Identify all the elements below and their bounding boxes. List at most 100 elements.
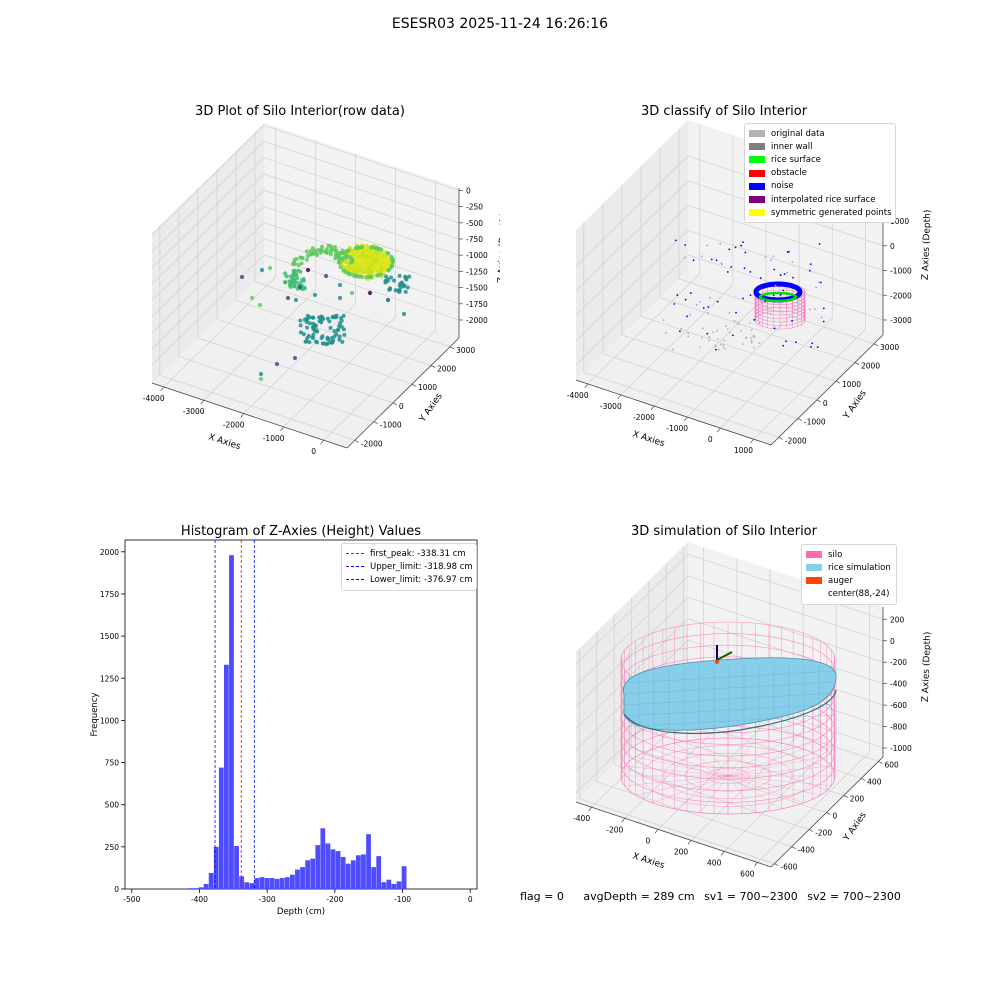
sim-y-tick bbox=[826, 812, 831, 815]
raw-point-wall bbox=[337, 256, 342, 261]
raw-point-deep bbox=[398, 285, 403, 290]
cls-noise-point bbox=[818, 281, 820, 284]
raw-point-surface bbox=[349, 264, 354, 269]
legend-swatch bbox=[749, 169, 765, 177]
histogram-bar bbox=[361, 854, 366, 889]
legend-label: Lower_limit: -376.97 cm bbox=[370, 574, 473, 585]
cls-noise-point bbox=[795, 341, 797, 344]
sim-x-axis-line bbox=[575, 801, 772, 868]
histogram-y-tick-label: 1500 bbox=[100, 632, 119, 641]
raw-point-deep bbox=[311, 326, 316, 331]
histogram-bar bbox=[198, 887, 204, 889]
histogram-bar bbox=[284, 877, 290, 889]
raw-y-tick-label: 2000 bbox=[437, 365, 456, 374]
cls-x-axis-line bbox=[575, 379, 772, 446]
raw-point-scatter bbox=[297, 284, 303, 290]
cls-y-tick-label: 3000 bbox=[880, 343, 899, 352]
cls-noise-point bbox=[773, 327, 776, 330]
raw-point-deep bbox=[403, 289, 408, 294]
cls-noise-point bbox=[683, 256, 686, 259]
sim-silo-floor-spoke bbox=[624, 765, 729, 777]
cls-y-axis-label: Y Axies bbox=[841, 388, 869, 421]
cls-noise-point bbox=[680, 327, 683, 330]
legend-line-swatch bbox=[346, 566, 364, 568]
cls-original-point bbox=[749, 321, 752, 324]
sim-grid-x bbox=[723, 591, 837, 852]
cls-z-tick-label: -1000 bbox=[890, 267, 912, 276]
raw-point-wall bbox=[291, 262, 296, 267]
raw-point-deep bbox=[405, 285, 410, 290]
cls-z-tick-label: -2000 bbox=[890, 291, 912, 300]
cls-original-point bbox=[750, 341, 753, 344]
raw-point-deep bbox=[397, 273, 402, 278]
sim-silo-floor-spoke bbox=[635, 775, 729, 796]
histogram-bar bbox=[386, 879, 392, 889]
raw-point-surface bbox=[343, 270, 348, 275]
histogram-x-tick-label: 0 bbox=[468, 895, 473, 904]
legend-item: rice simulation bbox=[806, 561, 892, 574]
raw-point-surface bbox=[366, 255, 371, 260]
cls-noise-point bbox=[783, 273, 786, 275]
cls-noise-point bbox=[773, 268, 776, 271]
raw-point-surface bbox=[354, 245, 359, 250]
sim-y-tick bbox=[774, 863, 779, 867]
raw-point-surface bbox=[347, 272, 352, 277]
raw-point-surface bbox=[357, 274, 362, 279]
histogram-bar bbox=[203, 883, 209, 889]
cls-grid-x bbox=[620, 134, 734, 396]
histogram-y-tick-label: 1000 bbox=[100, 716, 119, 725]
legend-label: first_peak: -338.31 cm bbox=[370, 548, 466, 559]
raw-point-scatter bbox=[258, 371, 264, 377]
histogram-x-tick-label: -200 bbox=[326, 895, 343, 904]
cls-original-point bbox=[738, 323, 740, 326]
cls-y-tick bbox=[778, 436, 783, 440]
raw-point-wall bbox=[337, 251, 342, 256]
raw-point-scatter bbox=[367, 290, 373, 296]
raw-point-wall bbox=[302, 286, 307, 291]
cls-grid-z bbox=[575, 205, 884, 316]
sim-x-tick-label: -400 bbox=[573, 814, 590, 823]
legend-swatch bbox=[749, 130, 765, 138]
sim-silo-floor-spoke bbox=[727, 765, 832, 777]
sim-y-tick-label: 0 bbox=[832, 812, 837, 821]
histogram-y-tick-label: 2000 bbox=[100, 548, 119, 557]
cls-noise-point bbox=[743, 267, 746, 270]
cls-noise-point bbox=[772, 294, 775, 297]
raw-point-deep bbox=[305, 325, 310, 330]
cls-noise-point bbox=[822, 307, 825, 310]
raw-point-wall bbox=[313, 248, 318, 253]
avg-depth-value: avgDepth = 289 cm bbox=[583, 890, 695, 903]
sim-rice-mesh bbox=[623, 703, 837, 717]
cls-noise-point bbox=[689, 313, 691, 316]
classify-legend: original data inner wall rice surface obsta… bbox=[744, 123, 896, 224]
cls-noise-point bbox=[811, 342, 814, 345]
figure-title: ESESR03 2025-11-24 16:26:16 bbox=[391, 16, 609, 32]
sim-silo-floor-spoke bbox=[635, 756, 729, 777]
cls-x-tick-label: -4000 bbox=[567, 391, 589, 400]
cls-x-tick bbox=[584, 383, 588, 389]
raw-point-surface bbox=[358, 259, 363, 264]
sim-silo-floor-spoke bbox=[700, 775, 729, 813]
raw-grid-z bbox=[151, 254, 460, 366]
raw-x-tick bbox=[200, 400, 204, 405]
raw-grid-z bbox=[151, 124, 460, 236]
sim-y-tick bbox=[861, 778, 866, 781]
histogram-bar bbox=[366, 834, 371, 889]
cls-original-point bbox=[758, 322, 761, 325]
sim-grid-x bbox=[690, 580, 804, 841]
raw-point-surface bbox=[368, 258, 373, 263]
raw-point-wall bbox=[333, 256, 338, 261]
histogram-bar bbox=[315, 845, 321, 889]
cls-noise-point bbox=[791, 319, 793, 322]
cls-original-point bbox=[750, 339, 753, 342]
cls-noise-point bbox=[684, 244, 687, 246]
cls-noise-point bbox=[708, 296, 711, 299]
histogram-y-tick-label: 1750 bbox=[100, 590, 119, 599]
sim-x-tick bbox=[654, 829, 659, 834]
raw-point-surface bbox=[372, 254, 377, 259]
raw-y-tick-label: -1000 bbox=[380, 421, 402, 430]
cls-noise-point bbox=[791, 261, 794, 264]
raw-point-surface bbox=[364, 274, 369, 279]
cls-noise-point bbox=[719, 242, 722, 245]
raw-y-tick bbox=[354, 439, 359, 443]
